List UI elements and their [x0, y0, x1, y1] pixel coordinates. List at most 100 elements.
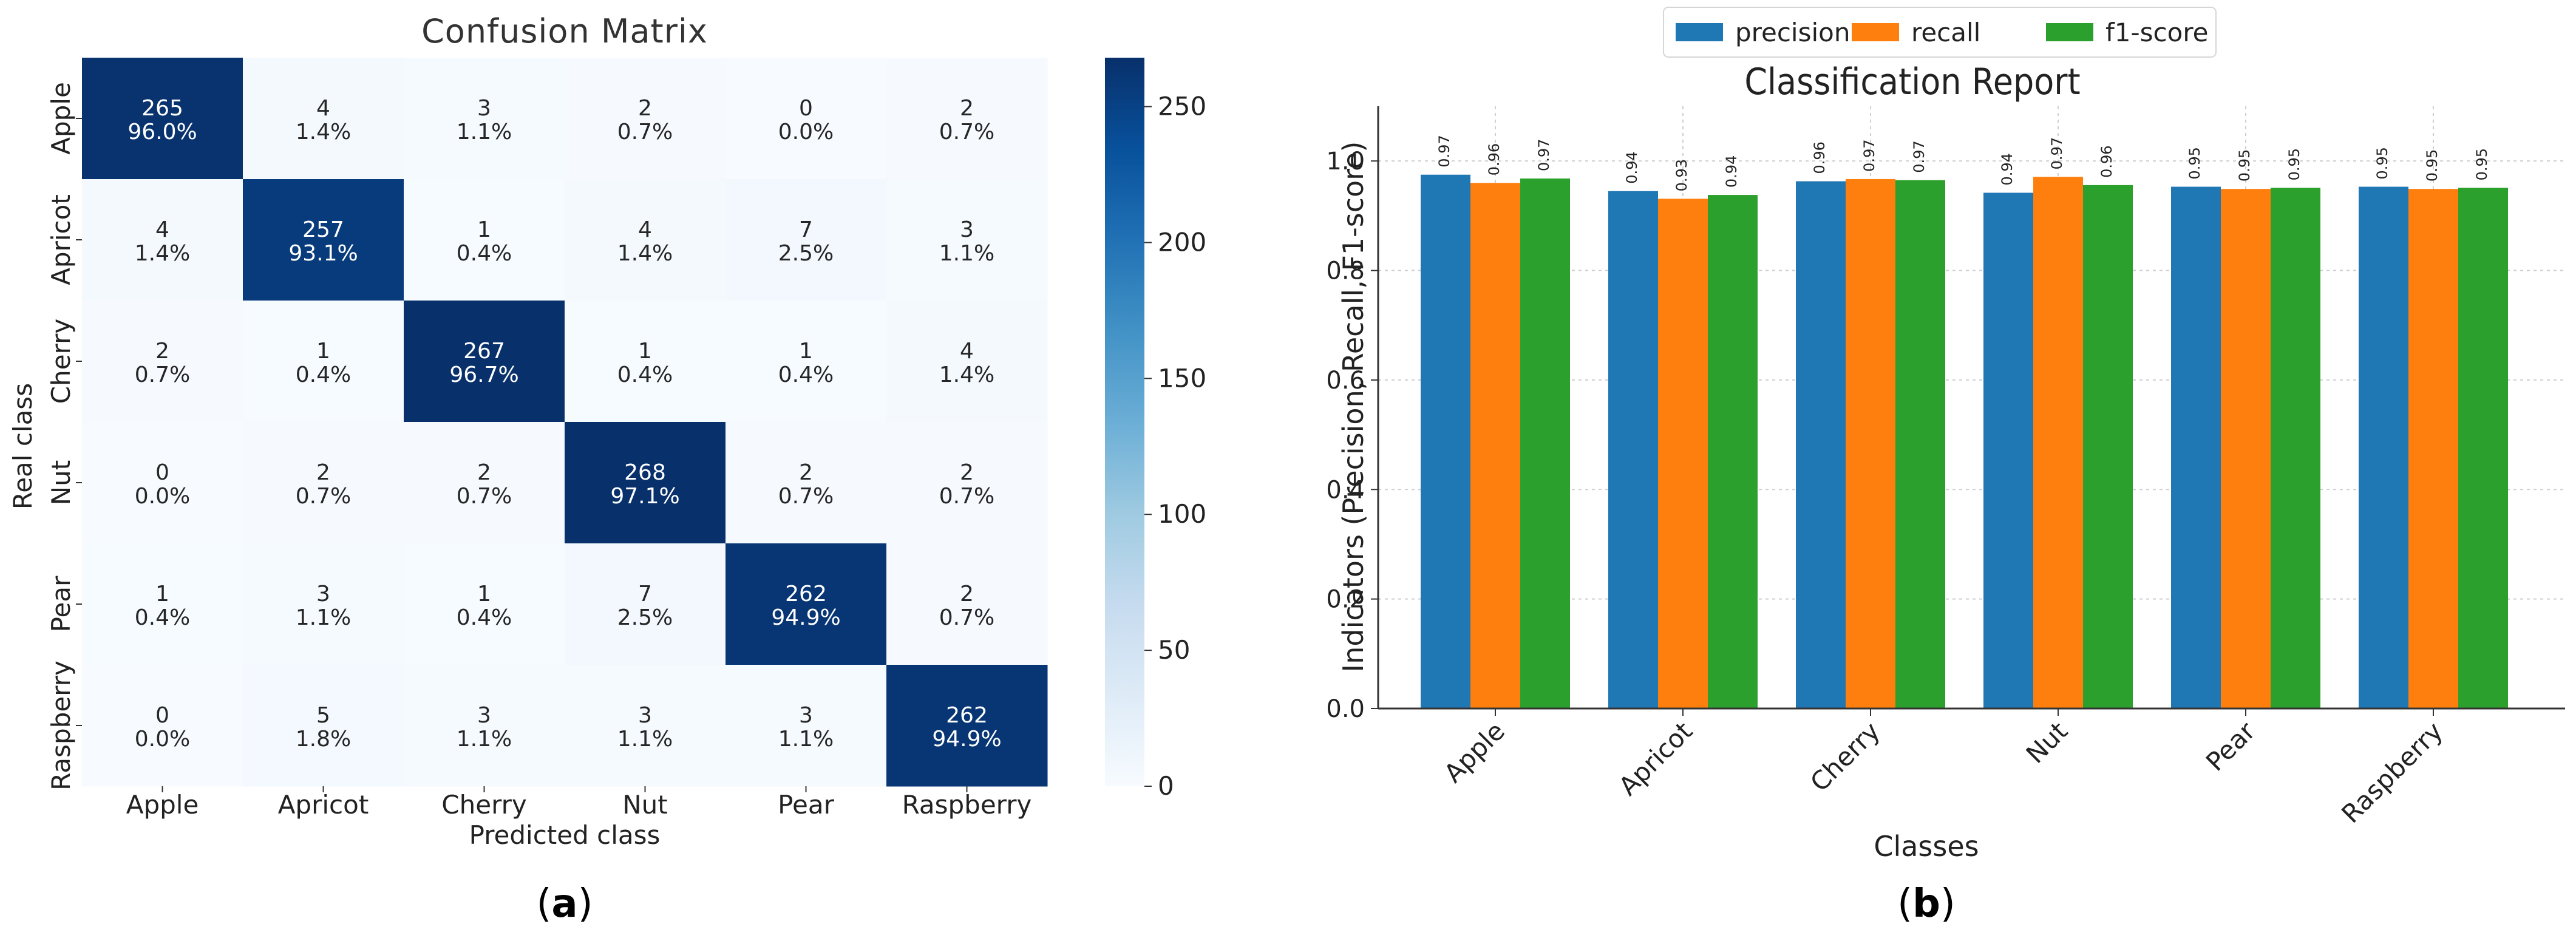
confusion-count-label: 1 — [477, 582, 491, 607]
confusion-percent-label: 1.1% — [457, 120, 512, 144]
bar-precision — [1796, 181, 1846, 709]
confusion-cell — [243, 665, 404, 787]
confusion-cell — [565, 422, 726, 544]
confusion-percent-label: 0.4% — [457, 605, 512, 630]
legend-label-f1-score: f1-score — [2105, 18, 2209, 47]
bar-ytick-label: 0.2 — [1326, 586, 1365, 614]
confusion-xtick-label: Apricot — [278, 790, 369, 820]
confusion-percent-label: 0.4% — [778, 362, 834, 387]
bar-recall — [2408, 189, 2458, 709]
confusion-count-label: 4 — [155, 217, 169, 242]
colorbar-tick-label: 50 — [1158, 635, 1190, 665]
bar-precision — [1608, 191, 1658, 709]
confusion-cell — [886, 58, 1048, 180]
confusion-percent-label: 0.7% — [296, 484, 351, 509]
confusion-percent-label: 0.4% — [457, 241, 512, 266]
confusion-cell — [243, 543, 404, 665]
confusion-cell — [404, 301, 565, 423]
bar-xtick-label: Cherry — [1804, 716, 1886, 797]
bar-f1-score — [2271, 188, 2320, 709]
confusion-percent-label: 2.5% — [778, 241, 834, 266]
bar-value-label: 0.95 — [2186, 147, 2203, 179]
confusion-matrix-ylabel: Real class — [8, 383, 38, 509]
confusion-matrix-xlabel: Predicted class — [469, 820, 661, 850]
bar-ytick-label: 1.0 — [1326, 148, 1365, 175]
bar-xtick-label: Apple — [1438, 716, 1511, 788]
bar-xtick-label: Apricot — [1613, 716, 1698, 801]
bar-value-label: 0.95 — [2236, 149, 2253, 182]
confusion-percent-label: 0.7% — [939, 605, 994, 630]
confusion-percent-label: 2.5% — [617, 605, 673, 630]
bar-value-label: 0.95 — [2473, 148, 2490, 180]
confusion-cell — [565, 665, 726, 787]
confusion-cell — [404, 543, 565, 665]
confusion-cell — [565, 179, 726, 301]
bar-xtick-label: Nut — [2020, 716, 2073, 769]
confusion-count-label: 1 — [155, 582, 169, 607]
confusion-cell — [886, 301, 1048, 423]
confusion-percent-label: 0.7% — [939, 484, 994, 509]
confusion-cell — [726, 665, 887, 787]
confusion-ytick-label: Pear — [46, 576, 76, 632]
confusion-percent-label: 1.1% — [296, 605, 351, 630]
confusion-xtick-label: Cherry — [441, 790, 526, 820]
confusion-cell — [404, 179, 565, 301]
bar-precision — [2359, 186, 2408, 709]
confusion-percent-label: 1.4% — [939, 362, 994, 387]
confusion-percent-label: 1.1% — [939, 241, 994, 266]
confusion-cell — [726, 422, 887, 544]
confusion-ytick-label: Apple — [46, 82, 76, 155]
confusion-cell — [243, 58, 404, 180]
bar-value-label: 0.95 — [2424, 149, 2441, 182]
confusion-percent-label: 0.4% — [135, 605, 190, 630]
confusion-count-label: 3 — [799, 703, 813, 728]
confusion-cell — [726, 179, 887, 301]
confusion-cell — [82, 543, 243, 665]
confusion-cell — [82, 179, 243, 301]
bar-value-label: 0.97 — [1436, 135, 1453, 167]
confusion-count-label: 265 — [141, 96, 183, 121]
bar-value-label: 0.97 — [1861, 140, 1878, 172]
confusion-percent-label: 93.1% — [288, 241, 358, 266]
bar-xtick-label: Raspberry — [2336, 716, 2449, 829]
confusion-cell — [886, 422, 1048, 544]
confusion-count-label: 2 — [960, 460, 974, 485]
confusion-count-label: 3 — [638, 703, 652, 728]
confusion-count-label: 4 — [638, 217, 652, 242]
confusion-count-label: 4 — [960, 339, 974, 364]
classification-report-ylabel: Indicators (Precision, Recall, F1-score) — [1337, 141, 1370, 673]
colorbar-tick-label: 100 — [1158, 499, 1206, 529]
bar-recall — [2221, 189, 2271, 709]
confusion-percent-label: 0.0% — [135, 727, 190, 752]
bar-value-label: 0.97 — [2048, 137, 2065, 169]
confusion-xtick-label: Nut — [622, 790, 668, 820]
confusion-percent-label: 0.4% — [296, 362, 351, 387]
confusion-percent-label: 0.4% — [617, 362, 673, 387]
confusion-cell — [404, 58, 565, 180]
confusion-count-label: 268 — [624, 460, 666, 485]
confusion-percent-label: 0.0% — [778, 120, 834, 144]
confusion-matrix-title: Confusion Matrix — [421, 12, 708, 50]
bar-value-label: 0.97 — [1535, 139, 1552, 171]
confusion-cell — [82, 58, 243, 180]
bar-value-label: 0.95 — [2374, 147, 2391, 179]
panel-b-label: (b) — [1897, 882, 1956, 926]
confusion-count-label: 2 — [155, 339, 169, 364]
colorbar-tick-label: 0 — [1158, 771, 1174, 801]
confusion-xtick-label: Apple — [126, 790, 199, 820]
legend-box — [1663, 7, 2217, 58]
colorbar-tick-label: 200 — [1158, 227, 1206, 257]
bar-precision — [1983, 192, 2033, 709]
confusion-count-label: 262 — [785, 582, 827, 607]
confusion-count-label: 0 — [155, 460, 169, 485]
confusion-cell — [243, 422, 404, 544]
confusion-percent-label: 0.7% — [457, 484, 512, 509]
confusion-count-label: 0 — [155, 703, 169, 728]
colorbar-tick-label: 150 — [1158, 363, 1206, 393]
classification-report-title: Classification Report — [1744, 61, 2080, 103]
confusion-cell — [726, 301, 887, 423]
confusion-percent-label: 0.7% — [939, 120, 994, 144]
bar-recall — [2033, 177, 2083, 709]
confusion-cell — [82, 422, 243, 544]
